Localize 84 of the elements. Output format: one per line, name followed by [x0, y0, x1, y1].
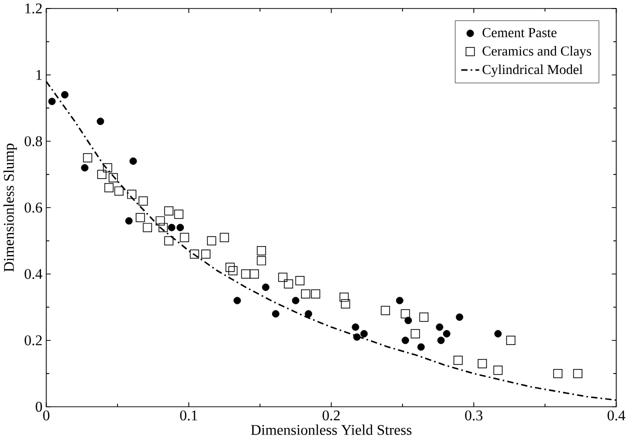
point	[174, 209, 184, 219]
point	[353, 333, 361, 341]
point	[136, 212, 145, 222]
x-tick-label: 0.2	[322, 410, 340, 420]
point	[340, 299, 350, 308]
point	[156, 216, 165, 226]
point	[81, 164, 88, 172]
point	[402, 336, 410, 344]
point	[400, 309, 410, 318]
point	[83, 153, 92, 162]
point	[436, 323, 444, 331]
point	[380, 306, 390, 315]
point	[295, 276, 305, 285]
point	[256, 246, 266, 256]
point	[108, 172, 118, 182]
point	[494, 330, 502, 338]
point	[573, 368, 582, 378]
point	[284, 279, 294, 288]
point	[396, 296, 404, 304]
point	[102, 162, 112, 172]
point	[104, 182, 114, 192]
point	[454, 355, 463, 365]
y-tick-label: 1	[36, 70, 42, 80]
point	[311, 289, 320, 298]
point	[417, 343, 425, 350]
y-tick-label: 0	[36, 402, 42, 412]
point	[142, 222, 152, 232]
point	[125, 216, 133, 224]
point	[138, 196, 148, 206]
point	[437, 336, 445, 344]
point	[410, 328, 420, 338]
point	[201, 249, 210, 258]
point	[190, 249, 200, 258]
point	[301, 289, 310, 298]
legend-label: Cylindrical Model	[482, 64, 583, 77]
point	[234, 296, 241, 304]
point	[241, 269, 250, 278]
point	[506, 336, 516, 345]
point	[206, 236, 216, 246]
point	[127, 190, 136, 199]
point	[262, 283, 270, 291]
point	[478, 358, 487, 368]
point	[352, 323, 360, 331]
point	[180, 232, 190, 242]
point	[292, 296, 300, 304]
legend-label: Cement Paste	[482, 28, 556, 38]
point	[360, 330, 368, 338]
point	[164, 206, 174, 216]
x-tick-label: 0.4	[608, 410, 626, 420]
x-tick-label: 0.1	[180, 410, 198, 420]
point	[340, 292, 349, 302]
point	[228, 266, 238, 276]
point	[96, 117, 104, 125]
x-tick-label: 0	[43, 410, 50, 420]
point	[226, 262, 235, 272]
y-tick-label: 0.2	[24, 335, 42, 346]
point	[304, 310, 312, 318]
point	[48, 98, 56, 105]
point	[158, 222, 168, 232]
point	[220, 232, 229, 242]
x-tick-label: 0.3	[465, 410, 482, 420]
y-tick-label: 0.8	[24, 136, 42, 146]
point	[130, 157, 137, 165]
x-axis-title: Dimensionless Yield Stress	[250, 424, 412, 435]
legend-label: Ceramics and Clays	[482, 46, 592, 58]
point	[419, 312, 428, 322]
point	[493, 365, 503, 375]
point	[553, 368, 562, 378]
point	[61, 90, 68, 98]
y-tick-label: 0.6	[24, 202, 42, 212]
point	[278, 272, 288, 282]
point	[176, 224, 184, 231]
point	[443, 330, 450, 338]
y-tick-label: 1.2	[25, 3, 42, 14]
point	[250, 269, 259, 278]
point	[272, 310, 280, 318]
point	[256, 256, 266, 266]
y-axis-title: Dimensionless Slump	[4, 143, 17, 272]
point	[97, 170, 106, 179]
point	[114, 186, 124, 196]
y-tick-label: 0.4	[24, 268, 42, 279]
point	[164, 236, 174, 246]
point	[168, 224, 176, 231]
point	[456, 313, 464, 321]
